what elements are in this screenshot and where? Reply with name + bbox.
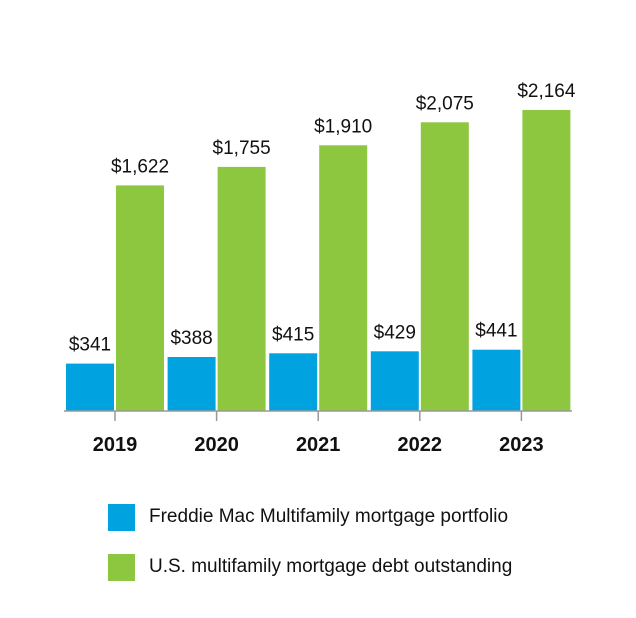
bar-us-debt-2020 xyxy=(217,166,266,411)
legend: Freddie Mac Multifamily mortgage portfol… xyxy=(108,503,512,603)
bars-group xyxy=(66,110,571,412)
data-label-portfolio-2019: $341 xyxy=(69,335,111,356)
bar-us-debt-2021 xyxy=(319,145,368,412)
x-tick-label-2023: 2023 xyxy=(499,434,544,456)
legend-item-us-debt: U.S. multifamily mortgage debt outstandi… xyxy=(108,553,512,581)
data-label-us-debt-2020: $1,755 xyxy=(213,138,271,159)
data-label-portfolio-2023: $441 xyxy=(475,321,517,342)
data-label-us-debt-2019: $1,622 xyxy=(111,156,169,177)
legend-label-portfolio: Freddie Mac Multifamily mortgage portfol… xyxy=(149,506,509,527)
bar-portfolio-2020 xyxy=(167,357,216,411)
legend-label-us-debt: U.S. multifamily mortgage debt outstandi… xyxy=(149,556,513,577)
data-label-portfolio-2020: $388 xyxy=(170,328,212,349)
data-labels-group: $341 $1,622 $388 $1,755 $415 $1,910 $429 $2,075… xyxy=(69,81,576,356)
bar-portfolio-2022 xyxy=(370,351,419,411)
x-tick-label-2019: 2019 xyxy=(93,434,138,456)
bar-portfolio-2021 xyxy=(269,353,318,411)
x-tick-label-2020: 2020 xyxy=(194,434,239,456)
legend-swatch-us-debt xyxy=(108,553,135,581)
data-label-us-debt-2023: $2,164 xyxy=(517,81,576,102)
bar-portfolio-2019 xyxy=(66,363,114,411)
data-label-portfolio-2021: $415 xyxy=(272,324,314,345)
data-label-portfolio-2022: $429 xyxy=(374,322,416,343)
data-label-us-debt-2021: $1,910 xyxy=(314,116,372,137)
legend-item-portfolio: Freddie Mac Multifamily mortgage portfol… xyxy=(108,503,512,531)
bar-us-debt-2022 xyxy=(420,122,469,412)
legend-swatch-portfolio xyxy=(108,503,135,531)
bar-us-debt-2019 xyxy=(116,185,164,411)
bar-portfolio-2023 xyxy=(472,349,521,411)
x-ticks-group: 2019 2020 2021 2022 2023 xyxy=(93,411,544,456)
x-tick-label-2021: 2021 xyxy=(296,434,341,456)
bar-us-debt-2023 xyxy=(522,110,571,411)
x-tick-label-2022: 2022 xyxy=(398,434,443,456)
data-label-us-debt-2022: $2,075 xyxy=(416,93,474,114)
